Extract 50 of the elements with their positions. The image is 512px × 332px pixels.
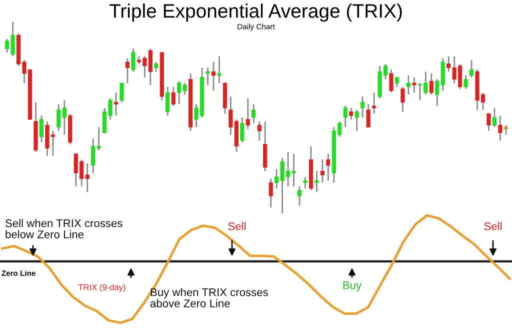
candlestick [263,120,268,172]
candlestick [257,120,262,142]
candlestick [435,78,440,107]
candlestick [268,178,273,208]
candlestick [171,86,176,107]
annotation: Buy [343,281,362,292]
candlestick [498,114,502,142]
candlestick [492,107,497,128]
candlestick [320,158,325,184]
candlestick [464,74,468,90]
candlestick [297,186,302,206]
candlestick [211,61,216,92]
candlestick [394,76,400,88]
series-label: TRIX (9-day) [78,284,126,292]
candlestick [469,59,474,78]
annotation: Buy when TRIX crosses above Zero Line [150,288,268,308]
candlestick [366,103,370,128]
candlestick [372,92,376,114]
candlestick [412,76,416,94]
candlestick [440,58,445,92]
candlestick [114,92,118,116]
candlestick [303,176,308,190]
candlestick [120,82,124,103]
candlestick [39,114,44,144]
chart-title: Triple Exponential Average (TRIX) [109,4,402,22]
candlestick [240,116,244,144]
candlestick [131,48,136,72]
candlestick [326,153,330,182]
candlestick [314,170,319,193]
candlestick [85,162,90,193]
candlestick [166,86,170,116]
candlestick [343,105,348,128]
candlestick [429,72,434,96]
candlestick [246,98,250,130]
candlestick [400,86,405,112]
candlestick [125,58,130,84]
candlestick [349,107,354,120]
candlestick [406,74,411,96]
candlestick [354,109,359,132]
candlestick [504,124,508,136]
candlestick [217,56,222,84]
candlestick [206,67,210,86]
annotation: Sell [228,222,246,230]
annotation: Sell when TRIX crosses below Zero Line [6,219,122,238]
candlestick [252,103,256,124]
candlestick [389,68,394,94]
annotation: Sell [484,222,502,230]
candlestick [486,113,491,132]
candlestick [154,61,158,72]
candlestick [360,96,365,118]
